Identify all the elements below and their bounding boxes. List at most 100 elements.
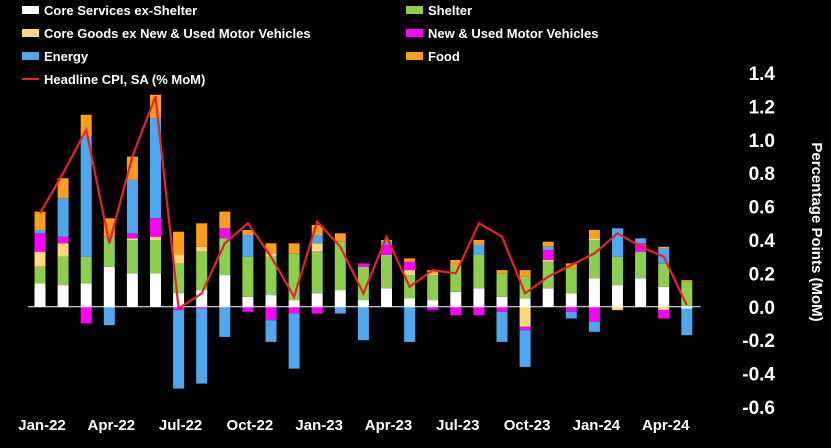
legend-label: Energy [44,49,89,64]
bar-segment [311,225,323,235]
bar-segment [34,283,46,307]
bar-segment [427,306,439,311]
bar-segment [381,241,392,245]
bar-segment [542,241,554,247]
bar-segment [196,308,208,384]
bar-segment [450,306,462,316]
bar-segment [103,218,115,237]
bar-segment [288,253,300,301]
bar-segment [357,263,369,267]
x-tick-label: Apr-24 [642,417,690,434]
bar-segment [57,243,69,257]
bar-segment [542,288,554,307]
bar-segment [196,223,208,247]
bar-segment [381,288,392,307]
bar-segment [427,270,439,274]
bar-segment [496,270,508,274]
y-tick-label: -0.6 [742,398,775,419]
y-tick-label: -0.2 [742,331,775,352]
bar-segment [450,260,462,265]
bar-segment [588,306,600,322]
bar-segment [103,236,115,267]
legend-label: New & Used Motor Vehicles [428,26,599,41]
bar-segment [381,240,392,242]
bar-segment [80,306,92,324]
bar-segment [404,270,416,276]
bar-segment [588,240,600,279]
bar-segment [150,218,161,237]
x-tick-label: Apr-22 [88,417,136,434]
bar-segment [103,266,115,307]
bar-segment [34,266,46,284]
legend-label: Core Goods ex New & Used Motor Vehicles [44,26,311,41]
bar-segment [57,285,69,307]
bar-segment [357,300,369,307]
bar-segment [173,310,185,389]
x-tick-label: Jan-22 [18,417,66,434]
bar-segment [496,273,508,297]
bar-segment [588,238,600,240]
bar-segment [450,291,462,307]
legend-swatch [22,6,39,14]
bar-segment [334,241,346,291]
bar-segment [542,260,554,262]
bar-segment [635,238,647,244]
bar-segment [334,290,346,307]
bar-segment [196,290,208,307]
bar-segment [427,300,439,307]
bar-segment [80,283,92,307]
bar-segment [57,256,69,286]
bar-segment [519,270,531,277]
bar-segment [519,330,531,367]
y-axis: 1.4 1.2 1.0 0.8 0.6 0.4 0.2 0.0 -0.2 -0.4 -0.6 [742,64,775,419]
bar-segment [612,285,623,307]
bar-segment [404,261,416,271]
bar-segment [612,256,623,286]
bar-segment [311,306,323,314]
bar-segment [57,198,69,237]
y-tick-label: 1.4 [749,64,776,85]
bar-segment [126,156,138,180]
y-tick-label: 0.8 [749,164,775,185]
bar-segment [265,295,277,307]
y-tick-label: 0.6 [749,198,775,219]
bar-segment [80,256,92,284]
bar-segment [150,118,161,219]
legend: Core Services ex-Shelter Shelter Core Good… [22,3,599,87]
bar-segment [542,246,554,250]
bar-segment [450,265,462,292]
legend-label: Shelter [428,3,472,18]
bar-segment [288,243,300,254]
bar-segment [635,278,647,307]
legend-swatch [22,52,39,60]
bar-segment [334,306,346,314]
bar-segment [681,308,693,336]
x-tick-label: Oct-23 [504,417,551,434]
x-tick-label: Jul-23 [436,417,479,434]
bar-segment [658,310,670,319]
bar-segment [196,246,208,252]
bar-segment [126,240,138,274]
y-tick-label: 0.0 [749,298,775,319]
y-tick-label: 1.0 [749,131,775,152]
bar-segment [658,306,670,311]
bar-segment [242,230,254,235]
legend-swatch [406,6,423,14]
y-tick-label: 0.2 [749,264,775,285]
x-tick-label: Jul-22 [159,417,202,434]
bar-segment [357,306,369,341]
bar-segment [658,246,670,249]
bar-segment [612,228,623,257]
bar-segment [311,243,323,252]
bar-segment [404,306,416,342]
bar-segment [57,178,69,199]
bar-segment [196,251,208,291]
x-tick-label: Oct-22 [227,417,274,434]
bar-segment [150,240,161,274]
bar-segment [173,255,185,264]
bar-segment [196,306,208,309]
legend-swatch [22,29,39,37]
bar-segment [265,243,277,254]
bar-segment [242,256,254,297]
